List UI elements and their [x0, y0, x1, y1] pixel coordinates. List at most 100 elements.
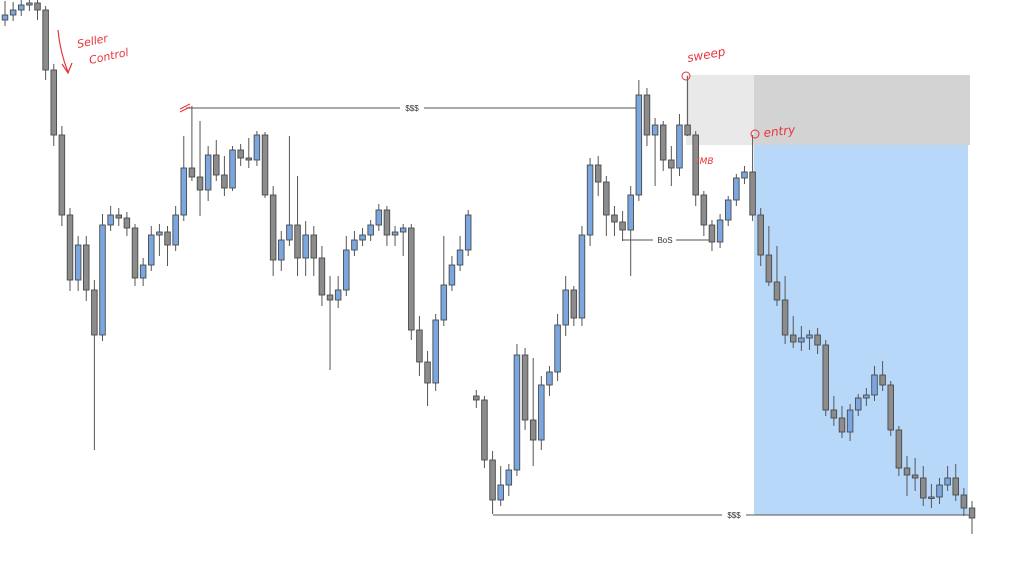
bearish-candle — [700, 191, 708, 236]
bearish-candle — [294, 176, 301, 276]
candle-body — [204, 154, 212, 191]
candle-body — [375, 209, 383, 226]
candle-body — [115, 214, 123, 219]
bearish-candle — [952, 464, 959, 501]
bullish-candle — [716, 214, 724, 248]
candle-body — [887, 384, 894, 431]
bearish-candle — [619, 211, 626, 241]
candle-body — [26, 2, 33, 6]
candle-body — [196, 176, 204, 191]
bearish-candle — [164, 226, 171, 266]
bullish-candle — [229, 146, 236, 191]
candle-body — [854, 397, 862, 411]
sweep-annotation: sweep — [681, 44, 727, 81]
bearish-candle — [473, 390, 480, 408]
candle-body — [343, 249, 350, 291]
candle-body — [156, 231, 163, 236]
bullish-candle — [846, 404, 854, 441]
candle-body — [123, 217, 131, 229]
bullish-candle — [928, 484, 935, 508]
bullish-candle — [9, 2, 17, 21]
candle-body — [351, 239, 358, 251]
bearish-candle — [91, 280, 98, 450]
bearish-candle — [269, 186, 277, 276]
bearish-candle — [221, 156, 228, 196]
bearish-candle — [131, 224, 139, 286]
bullish-candle — [513, 344, 521, 476]
candle-body — [814, 334, 821, 346]
bearish-candle — [383, 206, 391, 246]
bearish-candle — [570, 286, 578, 326]
bearish-candle — [789, 316, 797, 348]
candle-body — [302, 234, 309, 259]
bullish-candle — [343, 236, 350, 296]
bearish-candle — [830, 396, 838, 426]
bearish-candle — [237, 144, 244, 166]
bullish-candle — [148, 226, 155, 271]
bullish-candle — [497, 466, 504, 506]
bearish-candle — [521, 348, 529, 430]
bullish-candle — [375, 204, 383, 231]
candle-body — [334, 289, 342, 301]
bearish-candle — [603, 176, 610, 236]
bullish-candle — [74, 236, 82, 291]
bullish-candle — [505, 464, 513, 496]
liquidity-label-bottom: $$$ — [727, 511, 741, 520]
bearish-candle — [123, 212, 131, 236]
candle-body — [911, 474, 919, 479]
candle-body — [822, 344, 829, 411]
candle-body — [895, 429, 903, 469]
bullish-candle — [635, 80, 643, 201]
bearish-candle — [684, 76, 691, 136]
candle-body — [733, 177, 740, 201]
bearish-candle — [318, 246, 326, 306]
bearish-candle — [822, 340, 829, 416]
bearish-candle — [261, 132, 269, 198]
candle-body — [724, 199, 732, 221]
bearish-candle — [919, 466, 927, 506]
candle-body — [586, 164, 594, 236]
candle-body — [432, 319, 439, 384]
candle-body — [399, 227, 407, 233]
candle-body — [310, 234, 318, 259]
entry-text: entry — [763, 123, 797, 140]
liquidity-label-top: $$$ — [405, 104, 419, 113]
candle-body — [318, 257, 326, 296]
candle-body — [741, 171, 748, 179]
candle-body — [107, 214, 114, 226]
bullish-candle — [554, 314, 561, 381]
bullish-candle — [651, 118, 659, 186]
candle-body — [846, 409, 854, 433]
imbalance-text: IMB — [697, 157, 714, 167]
candle-body — [765, 254, 773, 283]
bullish-candle — [286, 136, 293, 246]
candle-body — [221, 174, 228, 189]
candle-body — [456, 249, 464, 266]
candle-body — [659, 124, 667, 161]
bullish-candle — [676, 114, 683, 176]
candle-body — [611, 214, 618, 223]
candle-body — [139, 264, 147, 279]
candle-body — [148, 234, 155, 266]
candle-body — [286, 224, 293, 241]
candle-body — [416, 329, 423, 363]
bullish-candle — [351, 231, 358, 256]
bullish-candle — [798, 326, 805, 351]
candle-body — [521, 354, 529, 421]
bearish-candle — [611, 206, 618, 236]
candle-body — [326, 294, 334, 301]
bearish-candle — [903, 456, 911, 496]
bullish-candle — [724, 196, 732, 226]
bearish-candle — [489, 451, 496, 514]
candle-body — [578, 234, 586, 319]
bullish-candle — [139, 258, 147, 286]
candle-body — [448, 264, 456, 286]
candle-body — [229, 149, 236, 189]
bearish-candle — [408, 224, 415, 340]
bearish-candle — [887, 381, 894, 436]
candle-body — [9, 9, 17, 16]
candle-body — [294, 224, 301, 259]
candle-body — [99, 224, 106, 336]
candle-body — [538, 384, 545, 441]
bullish-candle — [546, 366, 553, 396]
